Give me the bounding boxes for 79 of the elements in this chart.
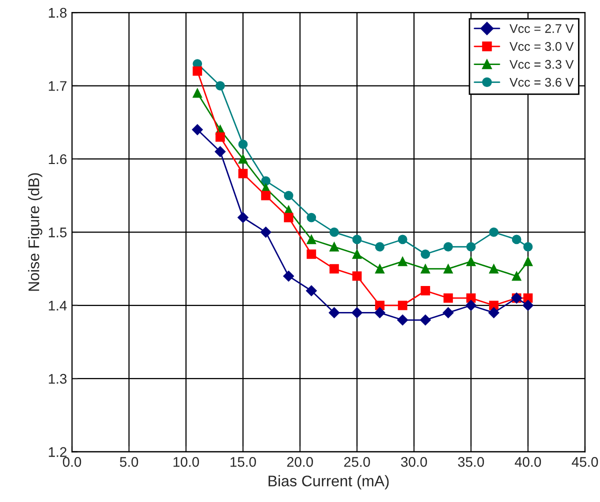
y-tick-label: 1.8 [48,8,67,18]
point [192,88,202,98]
point [444,264,453,274]
point [489,227,498,237]
point [352,249,362,259]
point [284,190,294,200]
x-tick-label: 5.0 [120,457,138,467]
y-tick-label: 1.6 [48,154,67,164]
legend-label: Vcc = 3.6 V [510,78,574,87]
x-tick-label: 20.0 [287,457,313,467]
point [306,234,316,244]
x-tick-label: 35.0 [458,457,484,467]
point [306,212,316,222]
point [522,300,534,311]
point [442,307,454,318]
point [330,227,339,237]
point [306,249,316,259]
point [238,140,248,150]
point [261,190,270,200]
point [397,314,408,326]
legend-label: Vcc = 3.0 V [510,42,574,51]
point [238,212,248,223]
point [420,249,430,259]
y-tick-label: 1.2 [48,447,66,457]
y-tick-label: 1.5 [48,228,67,238]
point [352,234,362,244]
y-tick-label: 1.7 [48,81,66,91]
point [216,81,225,90]
point [489,300,498,310]
point [420,314,431,326]
point [375,300,384,310]
point [488,307,500,318]
point [192,66,202,76]
point [330,264,339,274]
x-tick-label: 30.0 [401,457,427,467]
legend-label: Vcc = 2.7 V [510,24,574,33]
x-tick-label: 25.0 [344,457,370,467]
point [398,256,408,266]
point [238,154,248,164]
x-tick-label: 15.0 [230,457,256,467]
point [523,242,533,252]
x-tick-label: 0.0 [62,457,82,467]
x-axis-title: Bias Current (mA) [268,475,389,490]
point [261,176,270,186]
point [352,307,362,318]
point [352,271,362,281]
x-tick-label: 40.0 [514,457,541,467]
point [375,264,384,274]
point [466,300,476,311]
point [283,270,294,282]
legend-label: Vcc = 3.3 V [510,60,574,69]
point [398,300,408,310]
point [466,256,476,266]
point [374,307,386,318]
point [512,234,522,244]
y-axis-title: Noise Figure (dB) [28,173,42,291]
point [216,132,225,142]
point [420,264,430,274]
x-tick-label: 45.0 [572,457,598,467]
point [420,286,430,296]
point [330,242,339,252]
point [398,234,408,244]
point [489,264,498,274]
y-tick-label: 1.4 [48,300,67,310]
x-tick-label: 10.0 [174,457,199,467]
point [284,212,294,222]
point [444,293,453,303]
point [306,285,317,296]
point [328,307,340,318]
point [512,271,522,281]
point [260,226,272,238]
point [444,242,453,252]
point [466,242,476,252]
point [375,242,384,252]
point [214,146,226,158]
point [192,124,203,136]
point [523,256,533,266]
point [238,168,248,178]
y-tick-label: 1.3 [48,374,67,384]
